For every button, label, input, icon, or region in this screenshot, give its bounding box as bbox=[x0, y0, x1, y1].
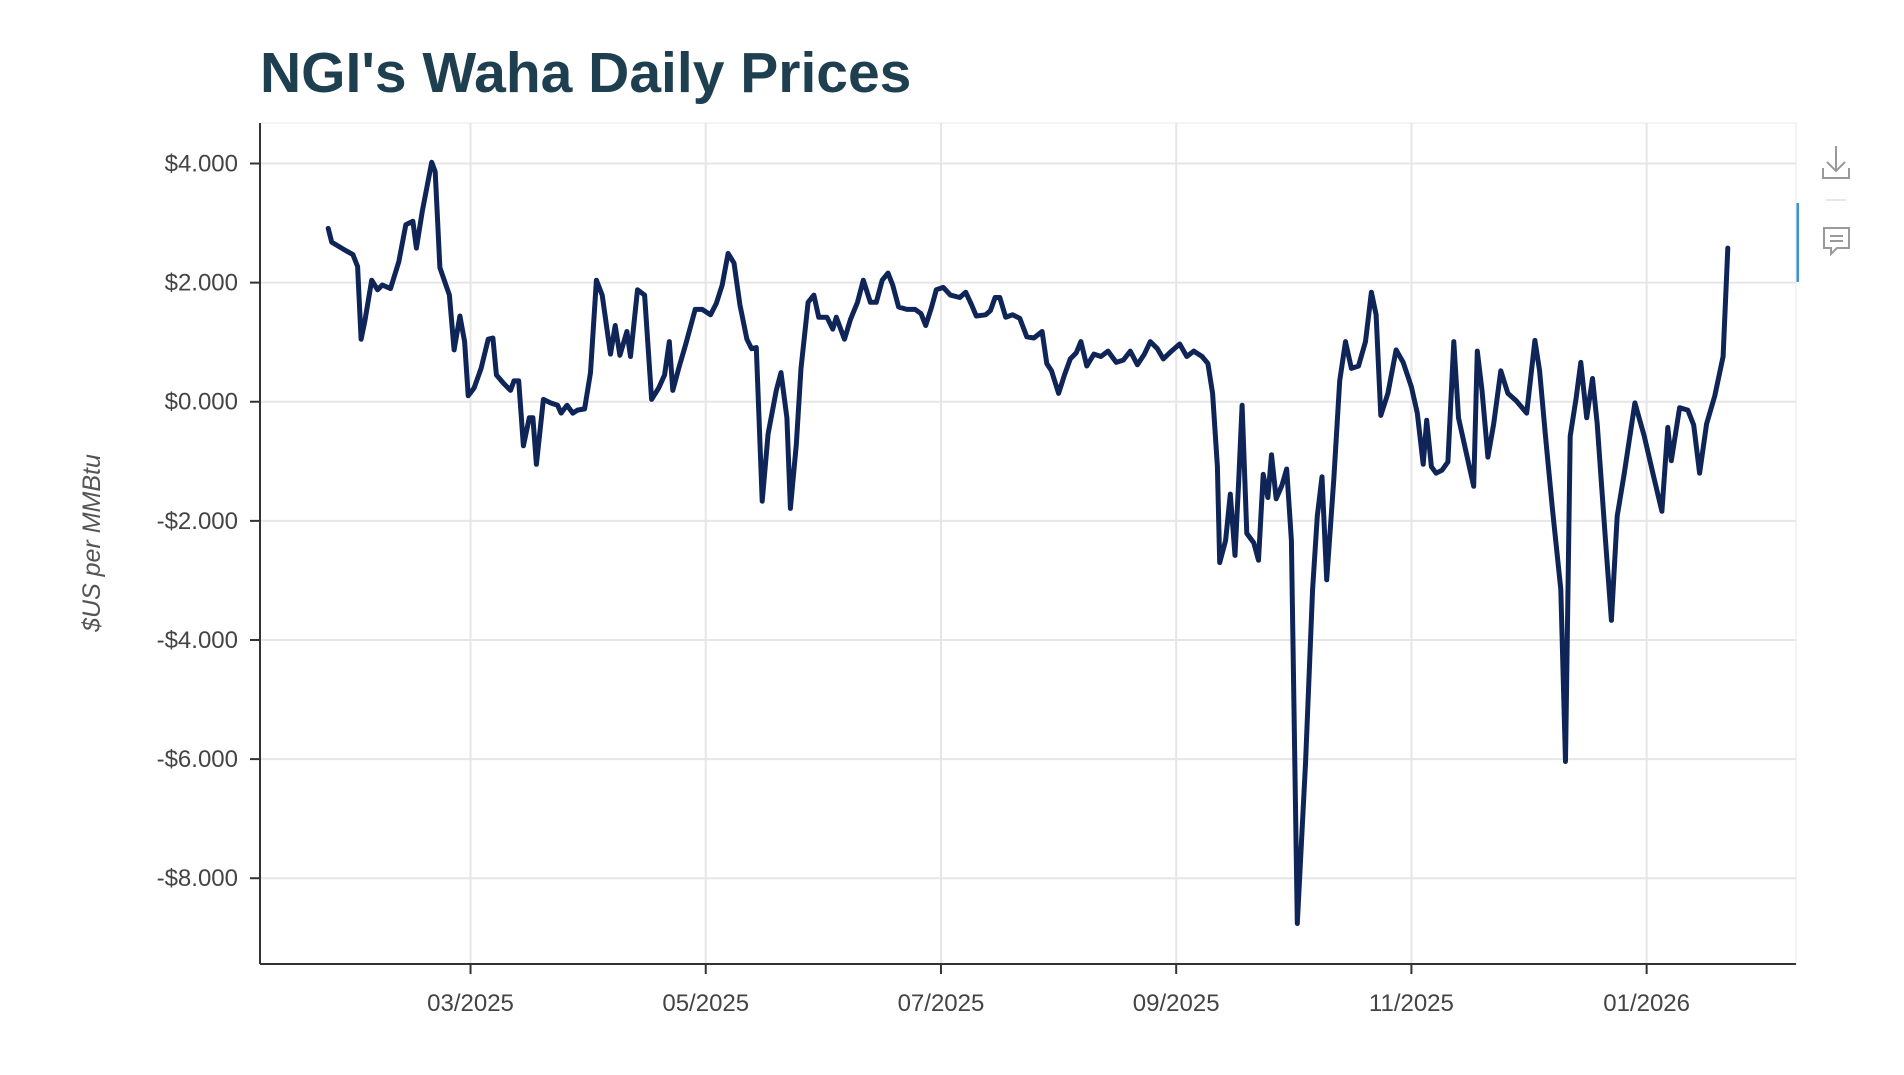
x-tick-label: 05/2025 bbox=[662, 990, 749, 1017]
chart-title: NGI's Waha Daily Prices bbox=[260, 41, 911, 105]
y-tick-label: -$4.000 bbox=[157, 627, 238, 654]
y-tick-label: $2.000 bbox=[165, 270, 238, 297]
x-tick-label: 03/2025 bbox=[427, 990, 514, 1017]
y-tick-label: -$2.000 bbox=[157, 508, 238, 535]
x-tick-label: 01/2026 bbox=[1603, 990, 1690, 1017]
x-tick-label: 07/2025 bbox=[898, 990, 985, 1017]
y-axis-label: $US per MMBtu bbox=[78, 454, 106, 633]
plot-frame bbox=[259, 122, 1797, 965]
y-tick-label: -$8.000 bbox=[157, 865, 238, 892]
comment-button[interactable] bbox=[1823, 227, 1850, 257]
price-line bbox=[325, 159, 1731, 926]
y-tick-label: -$6.000 bbox=[157, 746, 238, 773]
x-tick-label: 09/2025 bbox=[1133, 990, 1220, 1017]
download-icon bbox=[1822, 146, 1850, 179]
x-tick-label: 11/2025 bbox=[1369, 990, 1454, 1017]
toolbar-indicator bbox=[1796, 203, 1799, 282]
download-button[interactable] bbox=[1822, 146, 1850, 179]
y-tick-label: $0.000 bbox=[165, 389, 238, 416]
y-tick-label: $4.000 bbox=[165, 151, 238, 178]
comment-icon bbox=[1823, 227, 1850, 257]
toolbar bbox=[1796, 146, 1850, 282]
